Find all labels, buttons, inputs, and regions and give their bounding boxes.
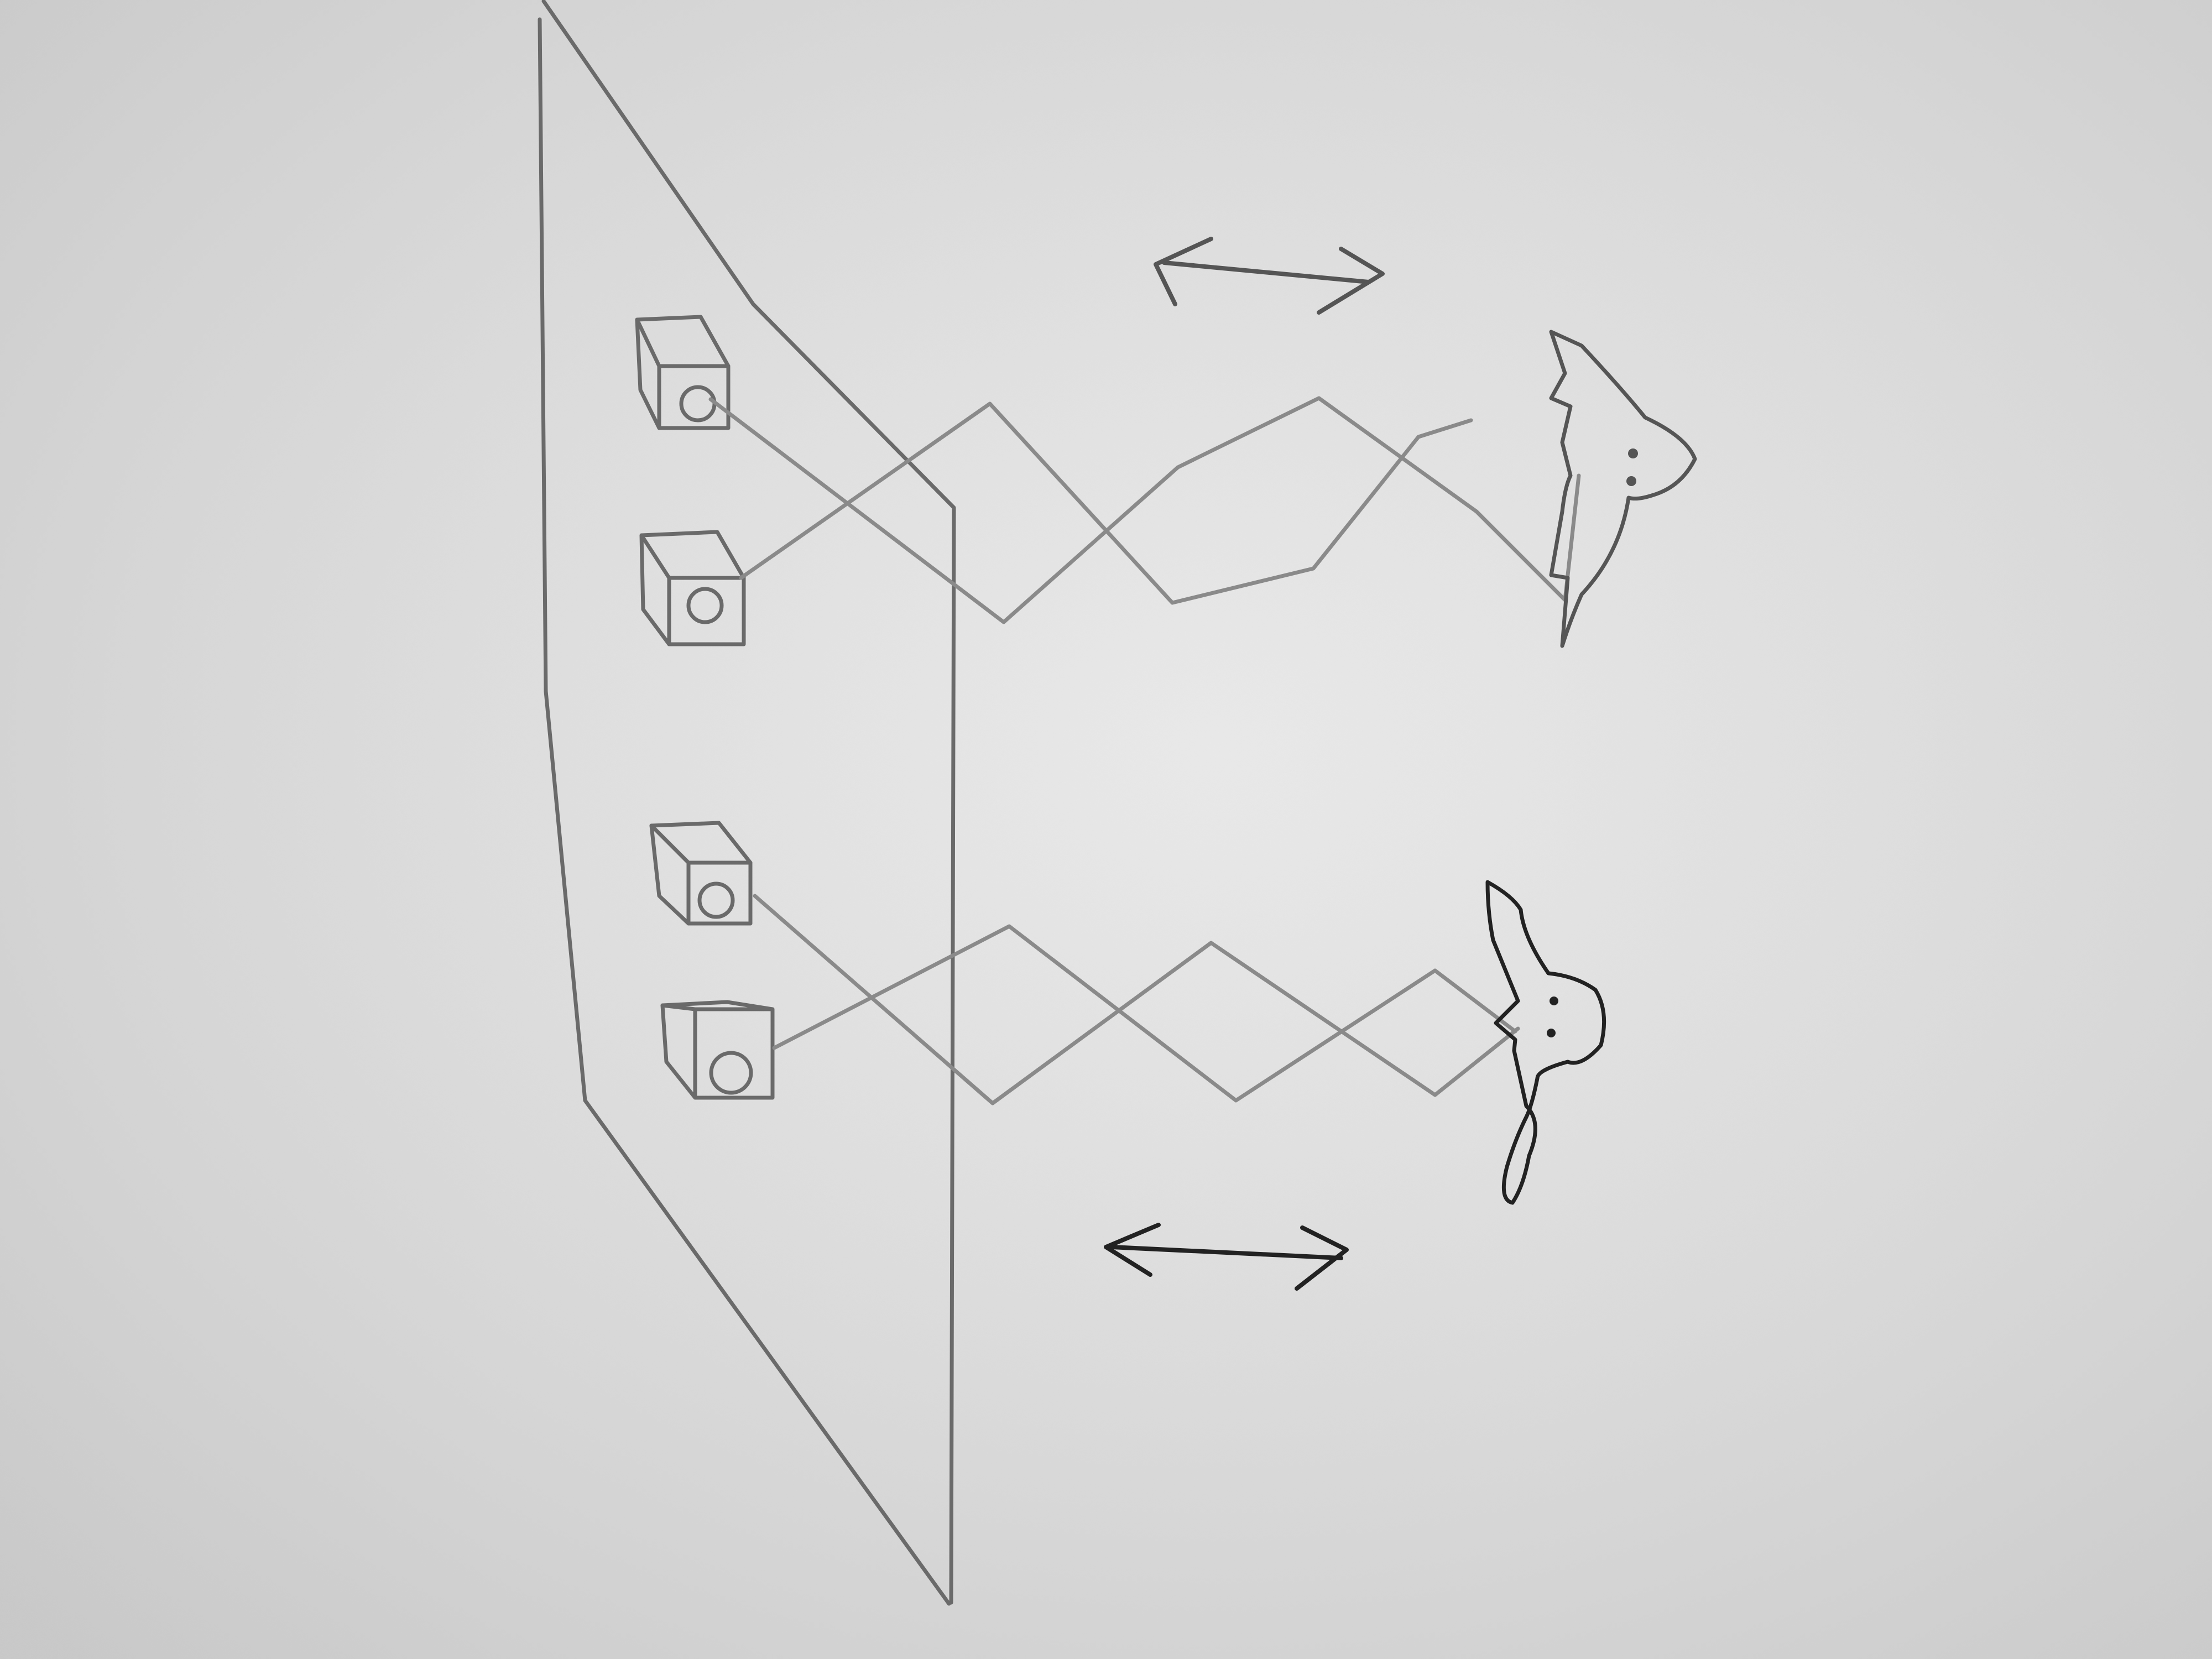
sound-path-lower: [753, 894, 1520, 1105]
wall-panel: [538, 0, 956, 1606]
speaker-icon: [660, 1000, 775, 1100]
speaker-icon: [649, 821, 753, 926]
double-arrow-icon: [1154, 237, 1385, 315]
bat-icon: [1485, 880, 1606, 1205]
double-arrow-icon: [1104, 1223, 1349, 1291]
speaker-icon: [635, 315, 731, 430]
speaker-icon: [639, 530, 746, 646]
bat-icon: [1549, 330, 1697, 648]
